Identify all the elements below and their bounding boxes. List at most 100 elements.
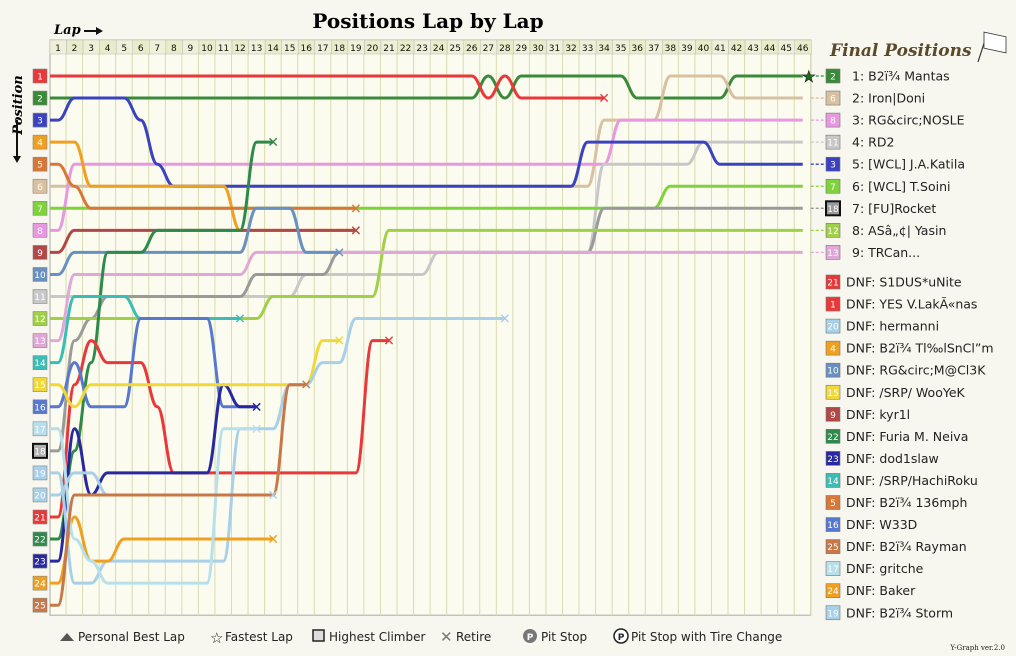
final-position-box xyxy=(825,223,841,238)
dnf-name: DNF: hermanni xyxy=(846,319,939,334)
start-position-number: 12 xyxy=(34,315,45,325)
final-position-name: 1: B2ï¾ Mantas xyxy=(852,69,950,84)
final-position-number: 11 xyxy=(827,139,838,149)
series-lines xyxy=(50,74,803,607)
start-position-number: 6 xyxy=(37,183,43,193)
lap-tick-label: 39 xyxy=(681,44,693,54)
start-position-number: 23 xyxy=(34,558,45,568)
series-line xyxy=(50,162,356,210)
lap-tick-label: 22 xyxy=(400,44,411,54)
start-position-box xyxy=(32,134,48,150)
checkered-flag-icon xyxy=(977,31,1007,63)
lap-tick-cell xyxy=(794,39,812,55)
start-position-box xyxy=(32,487,48,503)
final-standings: 2 1: B2ï¾ Mantas 6 2: Iron|Doni 8 3: RG&circ;… xyxy=(810,69,965,260)
retire-marker: ✕ xyxy=(499,312,511,328)
series-line xyxy=(50,317,257,409)
start-position-box xyxy=(32,377,48,393)
start-position-number: 24 xyxy=(34,580,46,590)
start-position-number: 10 xyxy=(34,271,46,281)
retire-marker: ✕ xyxy=(333,245,345,261)
dnf-box xyxy=(825,517,841,532)
final-position-box xyxy=(825,156,841,172)
lap-tick-label: 46 xyxy=(797,44,809,54)
highest-climber-box-icon xyxy=(312,629,325,642)
start-position-box xyxy=(32,289,48,304)
start-position-number: 15 xyxy=(34,381,45,391)
lap-tick-label: 33 xyxy=(582,44,593,54)
start-position-box xyxy=(32,553,48,569)
start-position-number: 13 xyxy=(34,337,45,347)
final-position-number: 18 xyxy=(827,205,839,215)
personal-best-triangle-icon xyxy=(60,633,74,641)
lap-tick-label: 14 xyxy=(267,44,279,54)
series-line xyxy=(50,74,803,100)
series-line xyxy=(50,317,505,585)
dnf-box xyxy=(825,583,841,599)
dnf-box xyxy=(825,406,841,422)
final-position-number: 3 xyxy=(830,161,836,171)
position-axis-label: Position xyxy=(11,75,26,135)
legend: Personal Best Lap ☆ Fastest Lap Highest … xyxy=(60,628,782,647)
lap-tick-label: 13 xyxy=(251,44,262,54)
lap-tick-label: 36 xyxy=(632,44,644,54)
retire-x-icon: ✕ xyxy=(440,628,453,646)
series-line xyxy=(50,250,803,343)
retire-marker: ✕ xyxy=(267,135,279,151)
pit-tire-change-icon xyxy=(613,628,629,644)
fastest-lap-marker: ★ xyxy=(802,67,816,86)
retire-marker: ✕ xyxy=(267,488,279,504)
dnf-box xyxy=(825,296,841,312)
final-position-number: 7 xyxy=(830,183,836,193)
start-position-number: 7 xyxy=(37,205,43,215)
lap-tick-label: 7 xyxy=(154,44,160,54)
dnf-box xyxy=(825,318,841,334)
lap-tick-label: 18 xyxy=(334,44,346,54)
dnf-box xyxy=(825,473,841,488)
start-position-box xyxy=(32,156,48,172)
dnf-number: 21 xyxy=(827,279,838,289)
start-position-number: 1 xyxy=(37,73,43,83)
series-line xyxy=(50,118,803,232)
start-position-number: 25 xyxy=(34,602,45,612)
dnf-name: DNF: YES V.LakÃ«nas xyxy=(846,297,977,312)
start-position-number: 3 xyxy=(37,117,43,127)
start-position-labels: 1234567891011121314151617181920212223242… xyxy=(32,68,48,613)
lap-tick-label: 40 xyxy=(698,44,710,54)
retire-marker: ✕ xyxy=(350,223,362,239)
final-position-name: 2: Iron|Doni xyxy=(852,91,925,106)
start-position-number: 22 xyxy=(34,536,45,546)
start-position-number: 18 xyxy=(34,447,46,457)
lap-tick-label: 25 xyxy=(449,44,460,54)
start-position-box xyxy=(32,442,48,459)
dnf-number: 15 xyxy=(827,389,838,399)
lap-tick-label: 38 xyxy=(665,44,677,54)
chart-title: Positions Lap by Lap xyxy=(312,9,543,33)
legend-fastest-lap: Fastest Lap xyxy=(225,630,293,644)
lap-arrowhead-icon xyxy=(96,27,103,35)
lap-axis-label: Lap xyxy=(53,23,81,38)
dnf-number: 4 xyxy=(830,345,836,355)
dnf-box xyxy=(825,362,841,378)
lap-tick-label: 2 xyxy=(72,44,78,54)
final-position-number: 12 xyxy=(827,227,838,237)
dnf-name: DNF: B2ï¾ Storm xyxy=(846,605,953,620)
fastest-lap-star-icon: ☆ xyxy=(210,629,223,647)
retire-marker: ✕ xyxy=(234,312,246,328)
final-position-number: 8 xyxy=(830,117,836,127)
lap-tick-label: 28 xyxy=(499,44,511,54)
final-position-name: 4: RD2 xyxy=(852,135,894,150)
final-positions-title: Final Positions xyxy=(829,41,972,61)
start-position-number: 11 xyxy=(34,293,45,303)
lap-tick-label: 29 xyxy=(516,44,528,54)
dnf-name: DNF: W33D xyxy=(846,517,917,532)
retire-marker: ✕ xyxy=(251,400,263,416)
start-position-box xyxy=(32,223,48,238)
dnf-number: 20 xyxy=(827,323,839,333)
legend-pit-stop: Pit Stop xyxy=(541,630,587,644)
dnf-box xyxy=(825,495,841,510)
lap-tick-label: 17 xyxy=(317,44,328,54)
final-position-number: 13 xyxy=(827,249,838,259)
dnf-number: 17 xyxy=(827,565,838,575)
